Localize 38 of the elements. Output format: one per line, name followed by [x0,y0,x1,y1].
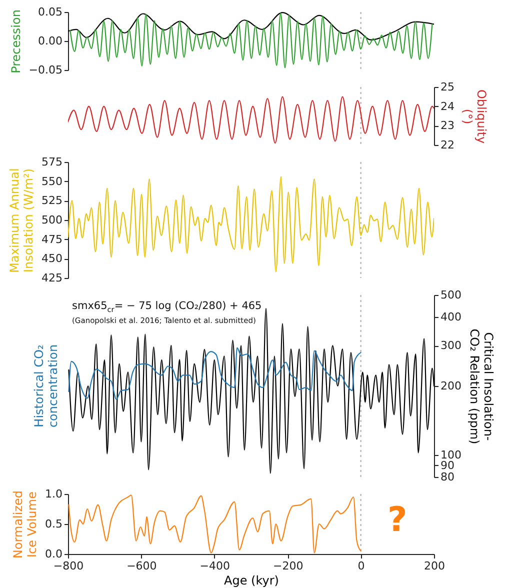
y-tick-label: 0.5 [45,518,62,530]
y2-tick-label: 400 [440,310,462,324]
y-tick-label: 0.0 [45,548,62,560]
y-tick-label: 425 [42,272,62,284]
y-tick-label: 450 [42,252,62,266]
y2-tick-label: 300 [440,339,462,352]
y2-axis-title: Obliquity (°) [460,89,488,144]
x-tick-label: −600 [126,560,157,572]
y2-tick-label: 90 [440,458,454,472]
y2-tick-label: 200 [440,380,462,392]
y2-tick-label: 24 [440,100,454,113]
y-axis-title: Normalized Ice Volume [11,490,40,559]
y2-tick-label: 22 [440,138,454,152]
y2-tick-label: 23 [440,119,454,132]
x-tick-label: −400 [200,560,230,572]
y-tick-label: 0.05 [38,6,62,18]
x-tick-label: 200 [424,560,445,572]
x-axis-title: Age (kyr) [224,574,279,588]
y-tick-label: 550 [42,174,62,188]
y2-tick-label: 500 [440,288,462,302]
y-tick-label: −0.05 [28,64,62,76]
y-axis-title: Maximum Annual Insolation (W/m²) [8,168,36,273]
y2-tick-label: 100 [440,448,462,462]
annotation: ? [388,500,408,540]
y-axis-title: Historical CO₂ concentration [32,344,60,428]
y2-tick-label: 80 [440,470,454,484]
y-axis-title: Precession [8,10,23,74]
y-tick-label: 0.00 [38,34,62,48]
x-tick-label: 0 [358,560,365,572]
y-tick-label: 1.0 [45,488,62,500]
y-tick-label: 500 [42,214,62,226]
y-tick-label: 575 [42,156,62,168]
x-tick-label: −200 [272,560,304,572]
y2-axis-title: Critical Insolation-CO₂ Relation (ppm) [467,328,496,444]
x-tick-label: −800 [53,560,84,572]
y-tick-label: 525 [42,194,62,208]
y2-tick-label: 25 [440,80,454,94]
y-tick-label: 475 [42,232,62,246]
